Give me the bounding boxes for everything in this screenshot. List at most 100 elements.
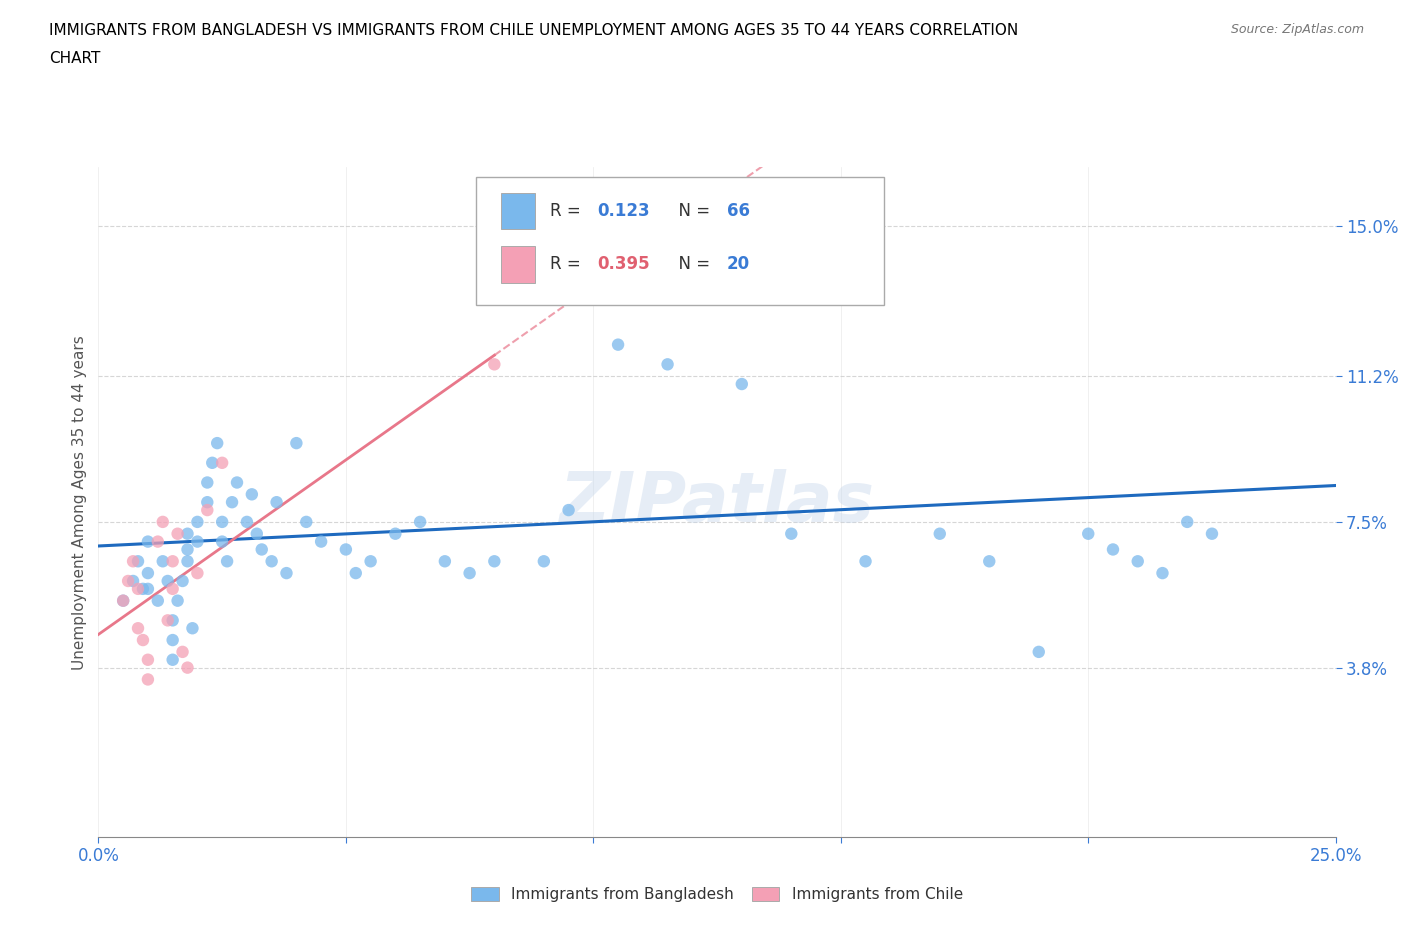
Text: 0.395: 0.395 — [598, 256, 650, 273]
Point — [112, 593, 135, 608]
Point — [156, 574, 179, 589]
Point — [681, 61, 703, 76]
Point — [172, 644, 194, 659]
Point — [250, 542, 273, 557]
Point — [162, 632, 184, 647]
Bar — [501, 193, 536, 230]
Legend: Immigrants from Bangladesh, Immigrants from Chile: Immigrants from Bangladesh, Immigrants f… — [464, 880, 970, 910]
Text: N =: N = — [668, 256, 714, 273]
Point — [1102, 542, 1125, 557]
Point — [295, 514, 318, 529]
Point — [335, 542, 357, 557]
Point — [458, 565, 481, 580]
Point — [855, 554, 877, 569]
Point — [166, 593, 188, 608]
Point — [176, 542, 198, 557]
Point — [136, 672, 159, 687]
Point — [360, 554, 382, 569]
Point — [186, 565, 208, 580]
Point — [1126, 554, 1149, 569]
Point — [146, 593, 169, 608]
Point — [211, 514, 233, 529]
Point — [166, 526, 188, 541]
Point — [236, 514, 259, 529]
Text: 0.123: 0.123 — [598, 202, 650, 219]
Point — [979, 554, 1001, 569]
Y-axis label: Unemployment Among Ages 35 to 44 years: Unemployment Among Ages 35 to 44 years — [72, 335, 87, 670]
Point — [484, 357, 506, 372]
Text: 66: 66 — [727, 202, 749, 219]
Point — [266, 495, 288, 510]
Text: CHART: CHART — [49, 51, 101, 66]
Point — [136, 581, 159, 596]
Point — [195, 495, 218, 510]
Point — [152, 514, 174, 529]
Point — [731, 377, 754, 392]
Point — [657, 357, 679, 372]
Point — [246, 526, 269, 541]
Bar — [501, 246, 536, 283]
Point — [201, 456, 224, 471]
Point — [221, 495, 243, 510]
Text: 20: 20 — [727, 256, 749, 273]
Text: N =: N = — [668, 202, 714, 219]
Point — [409, 514, 432, 529]
Point — [172, 574, 194, 589]
Point — [162, 581, 184, 596]
Point — [276, 565, 298, 580]
Point — [928, 526, 950, 541]
Point — [1028, 644, 1050, 659]
Point — [127, 621, 149, 636]
Point — [533, 554, 555, 569]
Point — [176, 526, 198, 541]
Text: ZIPatlas: ZIPatlas — [560, 469, 875, 536]
Point — [1175, 514, 1198, 529]
Point — [195, 475, 218, 490]
Point — [122, 574, 145, 589]
Point — [582, 259, 605, 273]
Point — [309, 534, 332, 549]
Point — [136, 534, 159, 549]
Point — [1201, 526, 1223, 541]
Point — [205, 435, 228, 450]
Point — [186, 534, 208, 549]
Point — [127, 554, 149, 569]
Point — [211, 456, 233, 471]
Point — [132, 632, 155, 647]
Point — [484, 554, 506, 569]
Point — [384, 526, 406, 541]
Point — [186, 514, 208, 529]
Point — [156, 613, 179, 628]
Point — [217, 554, 239, 569]
Point — [226, 475, 249, 490]
Point — [344, 565, 367, 580]
Point — [195, 502, 218, 517]
Point — [162, 554, 184, 569]
Text: R =: R = — [550, 202, 586, 219]
Point — [240, 487, 263, 502]
Point — [127, 581, 149, 596]
Point — [122, 554, 145, 569]
Point — [211, 534, 233, 549]
FancyBboxPatch shape — [475, 178, 884, 305]
Point — [146, 534, 169, 549]
Point — [176, 554, 198, 569]
Point — [1077, 526, 1099, 541]
Point — [557, 502, 579, 517]
Point — [152, 554, 174, 569]
Point — [780, 526, 803, 541]
Text: Source: ZipAtlas.com: Source: ZipAtlas.com — [1230, 23, 1364, 36]
Text: IMMIGRANTS FROM BANGLADESH VS IMMIGRANTS FROM CHILE UNEMPLOYMENT AMONG AGES 35 T: IMMIGRANTS FROM BANGLADESH VS IMMIGRANTS… — [49, 23, 1018, 38]
Text: R =: R = — [550, 256, 586, 273]
Point — [176, 660, 198, 675]
Point — [181, 621, 204, 636]
Point — [1152, 565, 1174, 580]
Point — [162, 613, 184, 628]
Point — [260, 554, 283, 569]
Point — [136, 565, 159, 580]
Point — [132, 581, 155, 596]
Point — [162, 652, 184, 667]
Point — [433, 554, 456, 569]
Point — [112, 593, 135, 608]
Point — [117, 574, 139, 589]
